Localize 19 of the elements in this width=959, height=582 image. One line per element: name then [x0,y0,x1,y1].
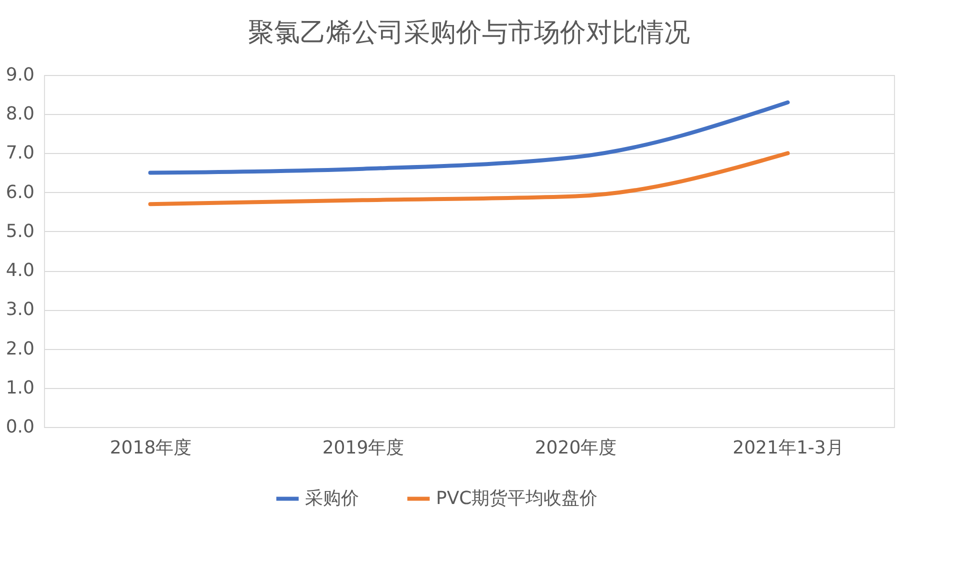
y-tick-label: 2.0 [6,338,34,360]
x-tick-label: 2019年度 [322,438,404,458]
y-tick-label: 8.0 [6,104,34,125]
y-tick-label: 5.0 [6,220,34,242]
y-tick-label: 0.0 [6,416,34,438]
y-tick-label: 6.0 [6,182,34,203]
y-tick-label: 4.0 [6,260,34,282]
y-tick-label: 1.0 [6,377,34,398]
x-tick-label: 2021年1-3月 [732,438,844,458]
line-series [148,151,790,206]
legend-label: 采购价 [305,488,359,509]
legend-label: PVC期货平均收盘价 [436,488,598,509]
x-tick-label: 2020年度 [534,438,617,458]
y-tick-label: 7.0 [6,142,34,164]
y-tick-label: 3.0 [6,299,34,320]
chart-title: 聚氯乙烯公司采购价与市场价对比情况 [248,18,690,48]
line-series [148,100,790,175]
y-tick-label: 9.0 [6,64,34,86]
x-tick-label: 2018年度 [110,438,192,458]
